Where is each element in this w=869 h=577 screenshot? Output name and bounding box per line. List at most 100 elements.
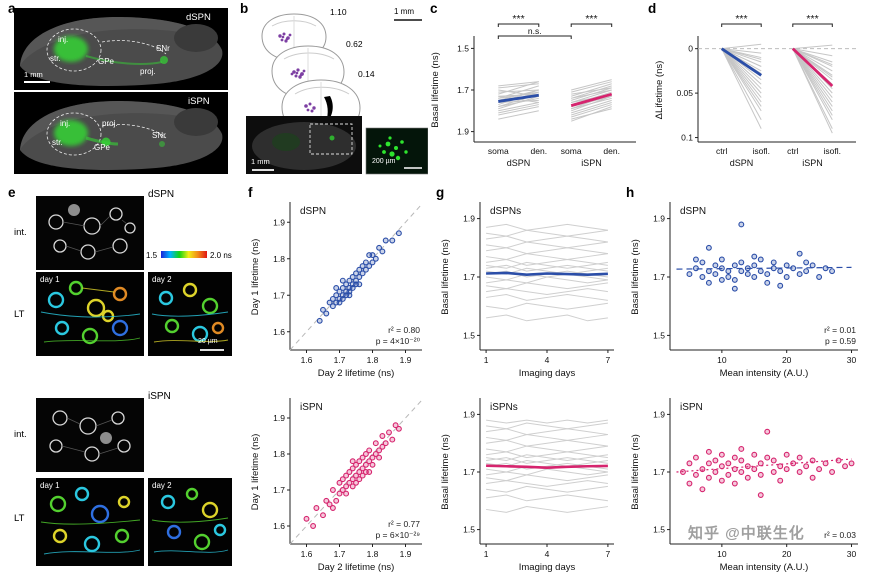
svg-text:Day 2 lifetime (ns): Day 2 lifetime (ns) <box>318 368 395 379</box>
colorbar-min-label: 1.5 <box>146 251 158 260</box>
svg-text:Day 1 lifetime (ns): Day 1 lifetime (ns) <box>250 239 261 316</box>
panel-f-ispn-day-scatter: 1.6 1.7 1.8 1.9 1.6 1.7 1.8 1.9 Day 1 lifetime (… <box>250 398 423 573</box>
svg-text:1.8: 1.8 <box>273 449 285 459</box>
str-label: str. <box>50 54 61 63</box>
panel-d-label: d <box>648 1 657 16</box>
e-ispn-day1-lt-image: day 1 <box>36 478 144 566</box>
svg-text:1.5: 1.5 <box>457 43 469 53</box>
svg-text:1.5: 1.5 <box>463 525 475 535</box>
panel-h-ispn-intensity-scatter: 1.5 1.7 1.9 10 20 30 Basal lifetime (ns) Mean i… <box>630 398 858 573</box>
e-ispn-day2-lt-image: day 2 <box>148 478 232 566</box>
day2-label: day 2 <box>152 275 172 284</box>
svg-text:Mean intensity (A.U.): Mean intensity (A.U.) <box>720 368 809 379</box>
svg-text:1.9: 1.9 <box>463 409 475 419</box>
svg-text:1: 1 <box>484 355 489 365</box>
brain-sagittal-ispn-image <box>14 92 228 174</box>
day2-label: day 2 <box>152 481 172 490</box>
e-dspn-day1-lt-image: day 1 <box>36 272 144 356</box>
svg-text:Basal lifetime (ns): Basal lifetime (ns) <box>630 434 641 510</box>
panel-a-dspn-brain-image: dSPN inj. str. GPe SNr proj. 1 mm <box>14 8 228 90</box>
svg-text:1: 1 <box>484 549 489 559</box>
lifetime-cells-image <box>36 272 144 356</box>
panel-a-ispn-brain-image: iSPN inj. proj. str. GPe SNr <box>14 92 228 174</box>
lifetime-colorbar <box>161 251 207 258</box>
e-dspn-title: dSPN <box>148 189 175 200</box>
svg-text:dSPN: dSPN <box>300 206 326 217</box>
inj-label: inj. <box>58 35 69 44</box>
svg-text:7: 7 <box>606 355 611 365</box>
panel-f-ispn-chart: 1.6 1.7 1.8 1.9 1.6 1.7 1.8 1.9 Day 1 lifetime (… <box>246 386 430 576</box>
watermark: 知乎 @中联生化 <box>688 525 805 542</box>
svg-text:p = 6×10⁻²⁹: p = 6×10⁻²⁹ <box>375 530 420 540</box>
svg-text:***: *** <box>806 13 818 25</box>
svg-text:1.9: 1.9 <box>400 549 412 559</box>
panel-g-ispn-days: 1.5 1.7 1.9 1 4 7 Basal lifetime (ns) Imaging d… <box>440 398 614 573</box>
proj-label: proj. <box>102 119 118 128</box>
ispn-title: iSPN <box>188 96 210 107</box>
svg-text:Basal lifetime (ns): Basal lifetime (ns) <box>440 434 451 510</box>
svg-text:1.5: 1.5 <box>463 330 475 340</box>
svg-text:soma: soma <box>488 146 509 156</box>
inj-label: inj. <box>60 119 71 128</box>
panel-h-ispn-chart: 1.5 1.7 1.9 10 20 30 Basal lifetime (ns) Mean i… <box>626 386 866 576</box>
svg-text:1.7: 1.7 <box>457 85 469 95</box>
svg-text:30: 30 <box>847 549 857 559</box>
svg-text:1.9: 1.9 <box>400 355 412 365</box>
svg-text:1.7: 1.7 <box>273 290 285 300</box>
colorbar-max-label: 2.0 ns <box>210 251 232 260</box>
panel-h-dspn-intensity-scatter: 1.5 1.7 1.9 10 20 30 Basal lifetime (ns) Mean i… <box>630 202 858 379</box>
svg-text:4: 4 <box>545 549 550 559</box>
intensity-cells-image <box>36 196 144 270</box>
svg-text:0.1: 0.1 <box>681 133 693 143</box>
svg-text:p = 4×10⁻²⁰: p = 4×10⁻²⁰ <box>376 336 421 346</box>
e-ispn-int-label: int. <box>14 429 27 440</box>
e-dspn-int-label: int. <box>14 227 27 238</box>
svg-text:ctrl: ctrl <box>787 146 798 156</box>
svg-text:1.7: 1.7 <box>653 467 665 477</box>
svg-text:1.9: 1.9 <box>463 214 475 224</box>
section-level-1: 1.10 <box>330 7 347 17</box>
panel-d-chart: 0 0.05 0.1 ΔLifetime (ns) ctrl isofl. dSPN ctrl… <box>650 8 866 176</box>
svg-text:Basal lifetime (ns): Basal lifetime (ns) <box>440 239 451 315</box>
gpe-label: GPe <box>98 57 115 66</box>
svg-text:1.8: 1.8 <box>367 549 379 559</box>
svg-text:7: 7 <box>606 549 611 559</box>
section-level-3: 0.14 <box>358 69 375 79</box>
svg-text:iSPN: iSPN <box>581 158 602 168</box>
gpe-label: GPe <box>94 143 111 152</box>
panel-b-atlas: 1.10 0.62 0.14 1 mm 1 mm 200 µm <box>246 6 429 176</box>
svg-text:Mean intensity (A.U.): Mean intensity (A.U.) <box>720 562 809 573</box>
photo-scalebar-label: 1 mm <box>251 157 270 166</box>
scalebar-20um-label: 20 µm <box>198 338 218 345</box>
svg-text:1.7: 1.7 <box>273 485 285 495</box>
svg-text:Imaging days: Imaging days <box>519 368 576 379</box>
panel-h-dspn-chart: 1.5 1.7 1.9 10 20 30 Basal lifetime (ns) Mean i… <box>626 190 866 382</box>
snr-label: SNr <box>152 131 166 140</box>
svg-text:0: 0 <box>688 44 693 54</box>
svg-text:iSPN: iSPN <box>802 158 823 168</box>
svg-text:Day 1 lifetime (ns): Day 1 lifetime (ns) <box>250 434 261 511</box>
svg-text:Day 2 lifetime (ns): Day 2 lifetime (ns) <box>318 562 395 573</box>
proj-label: proj. <box>140 67 156 76</box>
panel-g-label: g <box>436 185 445 200</box>
svg-text:den.: den. <box>603 146 620 156</box>
svg-text:1.5: 1.5 <box>653 525 665 535</box>
svg-text:1.9: 1.9 <box>273 413 285 423</box>
day1-label: day 1 <box>40 275 60 284</box>
svg-text:ctrl: ctrl <box>716 146 727 156</box>
inset-scalebar-label: 200 µm <box>372 158 396 165</box>
svg-text:1.9: 1.9 <box>653 214 665 224</box>
svg-text:n.s.: n.s. <box>528 26 542 36</box>
dspn-title: dSPN <box>186 12 211 23</box>
svg-text:1.7: 1.7 <box>463 467 475 477</box>
svg-text:ΔLifetime (ns): ΔLifetime (ns) <box>654 61 665 120</box>
section-level-2: 0.62 <box>346 39 363 49</box>
svg-text:dSPN: dSPN <box>507 158 531 168</box>
svg-text:4: 4 <box>545 355 550 365</box>
svg-text:1.6: 1.6 <box>273 327 285 337</box>
panel-e-label: e <box>8 185 16 200</box>
svg-text:***: *** <box>512 13 524 25</box>
brain-sagittal-dspn-image <box>14 8 228 90</box>
svg-text:r² = 0.80: r² = 0.80 <box>388 325 420 335</box>
svg-text:20: 20 <box>782 549 792 559</box>
